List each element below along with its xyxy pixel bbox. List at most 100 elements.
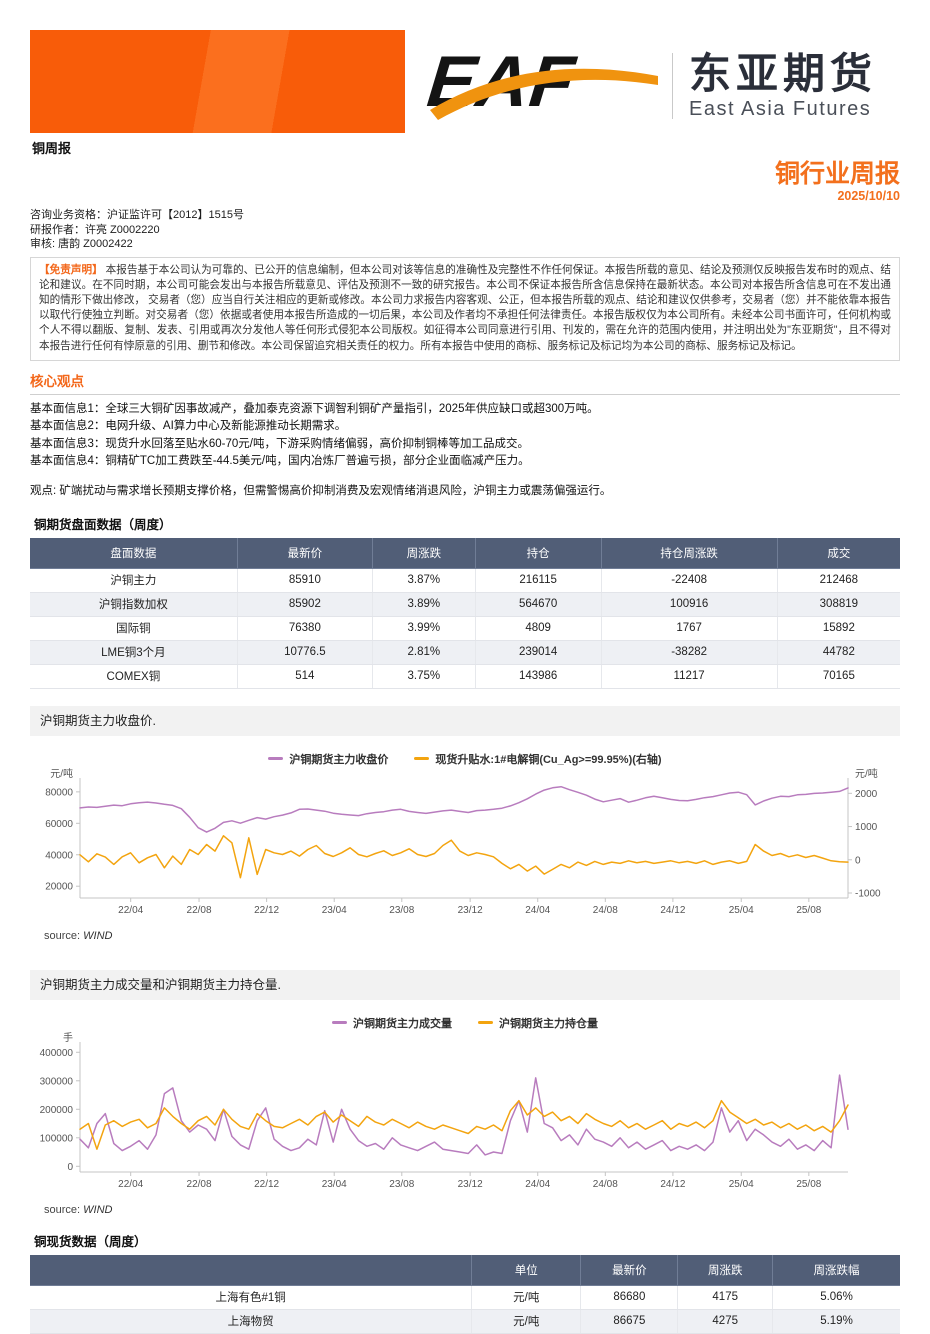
table-cell: -38282 <box>601 640 778 665</box>
brand-name-en: East Asia Futures <box>689 98 872 120</box>
svg-text:0: 0 <box>67 1162 73 1173</box>
svg-text:25/04: 25/04 <box>729 905 754 916</box>
table-cell: 4275 <box>677 1309 773 1334</box>
table-cell: 85910 <box>237 568 373 593</box>
chart1-plot: 20000 40000 60000 80000 元/吨 -1000 0 1000 2000 元/吨… <box>45 768 881 916</box>
column-header: 周涨跌 <box>677 1254 773 1286</box>
credential-line-author: 研报作者：许亮 Z0002220 <box>30 223 160 236</box>
svg-text:40000: 40000 <box>45 850 73 861</box>
brand-banner <box>30 30 405 133</box>
chart1-legend: 沪铜期货主力收盘价 现货升贴水:1#电解铜(Cu_Ag>=99.95%)(右轴) <box>30 750 900 768</box>
spot-table: 单位 最新价 周涨跌 周涨跌幅 上海有色#1铜 元/吨 86680 4175 5.06% 上海物贸… <box>30 1254 900 1334</box>
eaf-logo-mark: EAF <box>424 42 662 128</box>
core-point: 基本面信息4：铜精矿TC加工费跌至-44.5美元/吨，国内冶炼厂普遍亏损，部分企… <box>30 455 530 468</box>
report-date: 2025/10/10 <box>837 189 900 203</box>
legend-item: 现货升贴水:1#电解铜(Cu_Ag>=99.95%)(右轴) <box>414 751 662 767</box>
table-cell: 76380 <box>237 616 373 641</box>
credential-line-qualification: 咨询业务资格：沪证监许可【2012】1515号 <box>30 209 244 221</box>
table-cell: 11217 <box>601 664 778 689</box>
svg-text:20000: 20000 <box>45 881 73 892</box>
svg-text:-1000: -1000 <box>855 888 881 899</box>
table-cell: COMEX铜 <box>30 664 238 689</box>
svg-text:24/08: 24/08 <box>593 1179 618 1190</box>
svg-text:25/08: 25/08 <box>796 905 821 916</box>
svg-text:22/04: 22/04 <box>118 1179 143 1190</box>
svg-text:24/04: 24/04 <box>525 1179 550 1190</box>
legend-dash-icon <box>414 757 430 761</box>
chart2-legend: 沪铜期货主力成交量 沪铜期货主力持仓量 <box>30 1014 900 1032</box>
table-row: 上海有色#1铜 元/吨 86680 4175 5.06% <box>30 1285 900 1310</box>
table-row: 沪铜指数加权 85902 3.89% 564670 100916 308819 <box>30 592 900 617</box>
table-row: 上海物贸 元/吨 86675 4275 5.19% <box>30 1309 900 1334</box>
report-header: EAF 东亚期货 East Asia Futures 铜周报 <box>0 0 930 158</box>
futures-table-title: 铜期货盘面数据（周度） <box>34 517 172 532</box>
table-cell: 元/吨 <box>471 1285 582 1310</box>
legend-dash-icon <box>268 757 284 761</box>
viewpoint-line: 观点: 矿端扰动与需求增长预期支撑价格，但需警惕高价抑制消费及宏观情绪消退风险，… <box>30 484 612 497</box>
column-header: 周涨跌 <box>372 537 476 569</box>
table-header-row: 单位 最新价 周涨跌 周涨跌幅 <box>30 1254 900 1286</box>
legend-item: 沪铜期货主力持仓量 <box>478 1015 598 1031</box>
source-name: WIND <box>83 1203 113 1216</box>
table-cell: 308819 <box>777 592 900 617</box>
disclaimer-box: 【免责声明】 本报告基于本公司认为可靠的、已公开的信息编制，但本公司对该等信息的… <box>30 256 900 361</box>
table-cell: 1767 <box>601 616 778 641</box>
column-header: 持仓 <box>475 537 602 569</box>
svg-text:24/12: 24/12 <box>660 905 685 916</box>
brand-block: 东亚期货 East Asia Futures <box>689 51 877 121</box>
table-cell: 元/吨 <box>471 1309 582 1334</box>
source-name: WIND <box>83 929 113 942</box>
credential-line-reviewer: 审核: 唐韵 Z0002422 <box>30 238 133 250</box>
column-header: 盘面数据 <box>30 537 238 569</box>
column-header: 最新价 <box>237 537 373 569</box>
table-cell: 4809 <box>475 616 602 641</box>
eaf-logo: EAF 东亚期货 East Asia Futures <box>424 40 877 132</box>
table-cell: 5.06% <box>772 1285 900 1310</box>
svg-text:22/08: 22/08 <box>187 905 212 916</box>
svg-text:80000: 80000 <box>45 787 73 798</box>
core-point: 基本面信息3：现货升水回落至贴水60-70元/吨，下游采购情绪偏弱，高价抑制铜棒… <box>30 437 529 450</box>
table-cell: 70165 <box>777 664 900 689</box>
table-cell: LME铜3个月 <box>30 640 238 665</box>
column-header <box>30 1254 473 1286</box>
table-cell: 143986 <box>475 664 602 689</box>
credentials: 咨询业务资格：沪证监许可【2012】1515号 研报作者：许亮 Z0002220… <box>30 208 900 252</box>
svg-text:22/04: 22/04 <box>118 905 143 916</box>
report-title: 铜行业周报 <box>774 160 900 188</box>
table-cell: -22408 <box>601 568 778 593</box>
legend-label: 沪铜期货主力收盘价 <box>289 753 389 766</box>
svg-text:23/04: 23/04 <box>322 905 347 916</box>
core-point: 基本面信息2：电网升级、AI算力中心及新能源推动长期需求。 <box>30 420 347 433</box>
futures-table: 盘面数据 最新价 周涨跌 持仓 持仓周涨跌 成交 沪铜主力 85910 3.87% 216115-… <box>30 537 900 689</box>
eaf-swoosh-icon <box>430 68 658 120</box>
svg-text:400000: 400000 <box>40 1047 74 1058</box>
legend-item: 沪铜期货主力成交量 <box>332 1015 452 1031</box>
svg-text:100000: 100000 <box>40 1133 74 1144</box>
table-cell: 100916 <box>601 592 778 617</box>
table-cell: 沪铜指数加权 <box>30 592 238 617</box>
svg-text:0: 0 <box>855 855 861 866</box>
chart1: 沪铜期货主力收盘价 现货升贴水:1#电解铜(Cu_Ag>=99.95%)(右轴) … <box>30 750 900 942</box>
table-cell: 15892 <box>777 616 900 641</box>
table-cell: 3.99% <box>372 616 476 641</box>
table-cell: 3.89% <box>372 592 476 617</box>
svg-text:2000: 2000 <box>855 789 878 800</box>
legend-label: 沪铜期货主力持仓量 <box>499 1017 598 1030</box>
legend-dash-icon <box>332 1021 347 1025</box>
chart2-plot: 0 100000 200000 300000 400000 手 22/04 22/08 22/1… <box>40 1032 849 1190</box>
table-row: COMEX铜 514 3.75% 143986 11217 70165 <box>30 664 900 689</box>
table-cell: 216115 <box>475 568 602 593</box>
chart2-source: source: WIND <box>44 1203 113 1216</box>
logo-divider <box>672 53 673 119</box>
table-cell: 3.75% <box>372 664 476 689</box>
svg-text:24/12: 24/12 <box>660 1179 685 1190</box>
column-header: 持仓周涨跌 <box>601 537 778 569</box>
legend-dash-icon <box>478 1021 493 1025</box>
column-header: 最新价 <box>580 1254 679 1286</box>
svg-text:22/08: 22/08 <box>187 1179 212 1190</box>
disclaimer-label: 【免责声明】 <box>39 263 103 276</box>
table-cell: 564670 <box>475 592 602 617</box>
svg-text:23/04: 23/04 <box>322 1179 347 1190</box>
brand-name-cn: 东亚期货 <box>689 50 878 97</box>
svg-text:1000: 1000 <box>855 822 878 833</box>
